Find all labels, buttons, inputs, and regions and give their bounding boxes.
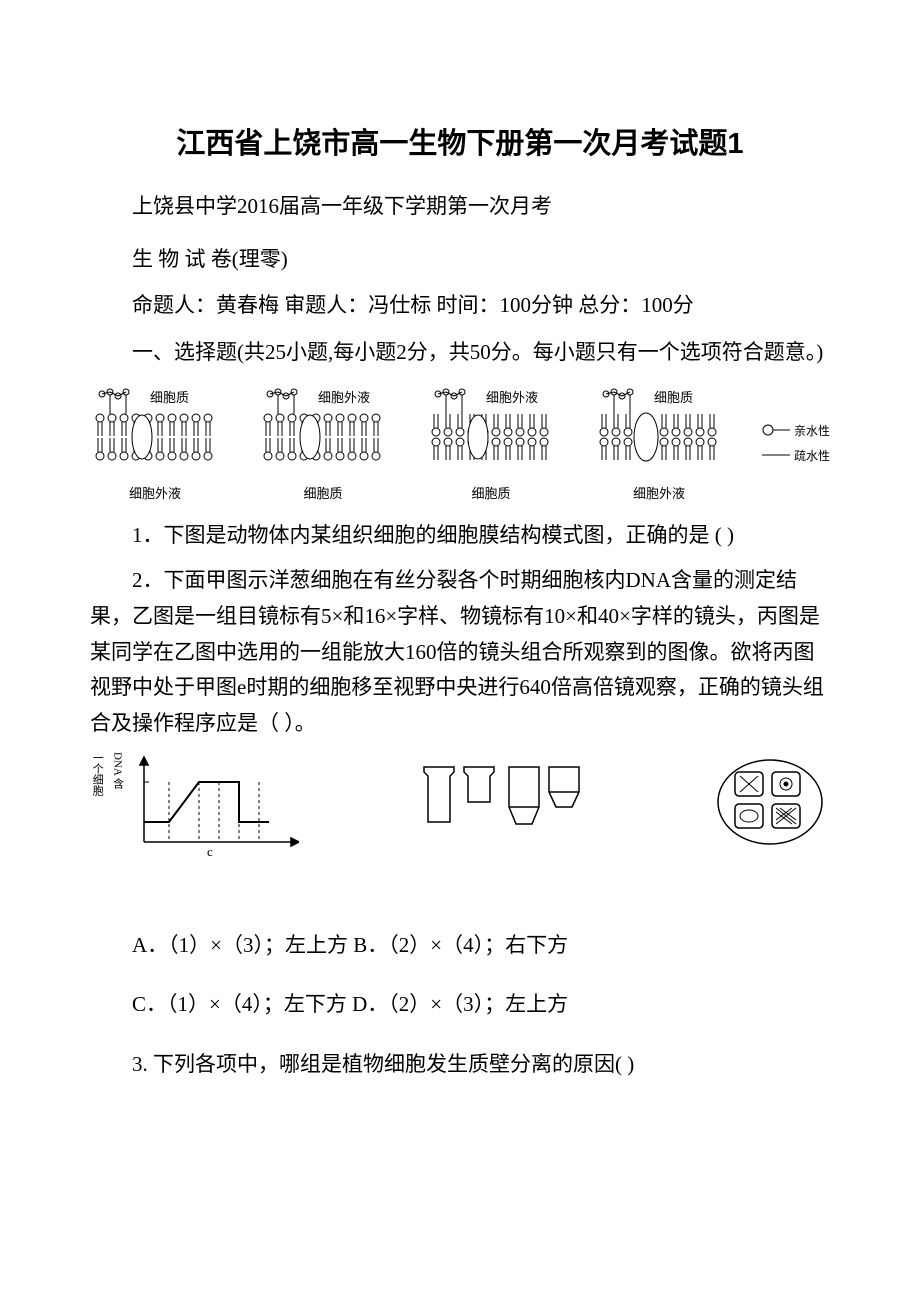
dna-xlabel-c: c — [207, 844, 213, 859]
membrane-svg-b: 细胞外液 — [258, 384, 388, 479]
membrane-svg-c: 细胞外液 — [426, 384, 556, 479]
dna-content-chart: 一个细胞 DNA 含 — [90, 752, 299, 862]
question-1: 1．下图是动物体内某组织细胞的细胞膜结构模式图，正确的是 ( ) — [90, 518, 830, 554]
lens-group — [414, 752, 594, 842]
diagram-dna-lenses-cells: 一个细胞 DNA 含 — [90, 752, 830, 892]
dna-ylabel-1: 一个细胞 — [90, 752, 104, 796]
label-extracellular-c-top: 细胞外液 — [486, 390, 538, 405]
diagram-membrane-models: 细胞质 — [90, 378, 830, 508]
legend-hydrophobic-label: 疏水性 — [794, 447, 830, 464]
label-cytoplasm: 细胞质 — [150, 390, 189, 405]
q2-option-d: D．（2）×（3）；左上方 — [352, 992, 568, 1016]
lenses-svg — [414, 752, 594, 842]
q2-option-a: A．（1）×（3）；左上方 — [132, 933, 348, 957]
q2-options-cd: C．（1）×（4）；左下方 D．（2）×（3）；左上方 — [90, 987, 830, 1023]
dna-chart-svg: c — [129, 752, 299, 862]
q2-option-b: B．（2）×（4）；右下方 — [353, 933, 568, 957]
page-title: 江西省上饶市高一生物下册第一次月考试题1 — [90, 120, 830, 162]
label-extracellular-b-top: 细胞外液 — [318, 390, 370, 405]
legend-hydrophobic: 疏水性 — [762, 447, 830, 464]
membrane-model-d: 细胞质 细胞外液 — [594, 384, 724, 502]
subtitle: 上饶县中学2016届高一年级下学期第一次月考 — [90, 190, 830, 224]
label-extracellular-a: 细胞外液 — [129, 483, 181, 502]
label-cytoplasm-b: 细胞质 — [303, 483, 342, 502]
exam-name: 生 物 试 卷(理零) — [90, 242, 830, 277]
label-extracellular-d: 细胞外液 — [633, 483, 685, 502]
question-2: 2．下面甲图示洋葱细胞在有丝分裂各个时期细胞核内DNA含量的测定结果，乙图是一组… — [90, 563, 830, 741]
membrane-svg-a: 细胞质 — [90, 384, 220, 479]
q2-option-c: C．（1）×（4）；左下方 — [132, 992, 347, 1016]
membrane-model-a: 细胞质 — [90, 384, 220, 502]
section-heading: 一、选择题(共25小题,每小题2分，共50分。每小题只有一个选项符合题意。) — [90, 335, 830, 370]
legend-hydrophilic: 亲水性 — [762, 422, 830, 439]
label-cytoplasm-c: 细胞质 — [471, 483, 510, 502]
membrane-svg-d: 细胞质 — [594, 384, 724, 479]
legend-hydrophilic-label: 亲水性 — [794, 422, 830, 439]
question-3: 3. 下列各项中，哪组是植物细胞发生质壁分离的原因( ) — [90, 1047, 830, 1083]
exam-meta: 命题人：黄春梅 审题人：冯仕标 时间：100分钟 总分：100分 — [90, 288, 830, 323]
dna-ylabel-2: DNA 含 — [110, 752, 124, 789]
label-cytoplasm-d-top: 细胞质 — [654, 390, 693, 405]
membrane-legend: 亲水性 疏水性 — [762, 422, 830, 464]
membrane-model-b: 细胞外液 细胞质 — [258, 384, 388, 502]
microscope-field-svg — [710, 752, 830, 862]
q2-options-ab: A．（1）×（3）；左上方 B．（2）×（4）；右下方 — [90, 928, 830, 964]
membrane-model-c: 细胞外液 细胞质 — [426, 384, 556, 502]
